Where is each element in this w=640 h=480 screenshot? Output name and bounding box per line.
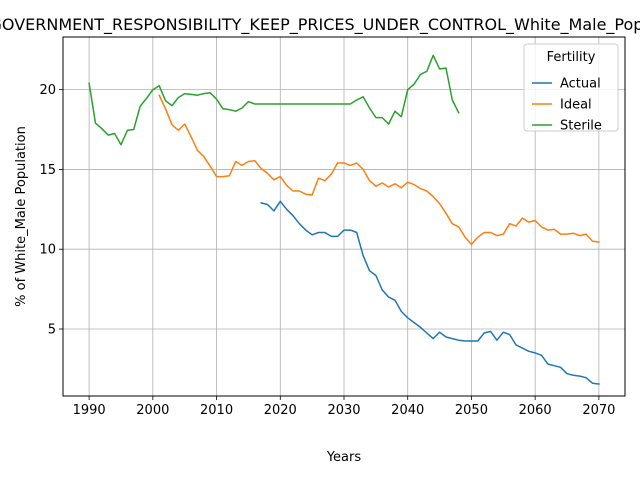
x-tick-label: 2010: [200, 403, 233, 418]
legend-title: Fertility: [547, 50, 596, 65]
y-tick-label: 15: [39, 163, 56, 178]
x-tick-label: 2070: [582, 403, 615, 418]
series-line-ideal: [158, 94, 600, 246]
legend-label-ideal: Ideal: [560, 98, 592, 113]
series-lines: [88, 54, 600, 385]
x-tick-label: 2060: [519, 403, 552, 418]
legend: Fertility Actual Ideal Sterile: [523, 43, 619, 134]
axis-ticks: 1990 2000 2010 2020 2030 2040 2050 2060 2070 5 10 1…: [39, 83, 615, 418]
y-axis-label: % of White_Male Population: [14, 126, 29, 307]
x-tick-label: 1990: [73, 403, 106, 418]
x-tick-label: 2000: [136, 403, 169, 418]
x-tick-label: 2030: [327, 403, 360, 418]
series-line-actual: [260, 200, 600, 385]
legend-label-sterile: Sterile: [560, 119, 602, 134]
x-axis-label: Years: [326, 450, 362, 465]
series-line-sterile: [88, 54, 460, 146]
y-tick-label: 20: [39, 83, 56, 98]
y-tick-label: 10: [39, 243, 56, 258]
chart-title: GOVERNMENT_RESPONSIBILITY_KEEP_PRICES_UN…: [0, 15, 640, 35]
x-tick-label: 2020: [264, 403, 297, 418]
legend-label-actual: Actual: [560, 77, 601, 92]
x-tick-label: 2040: [391, 403, 424, 418]
x-tick-label: 2050: [455, 403, 488, 418]
y-tick-label: 5: [48, 322, 56, 337]
legend-box: [523, 43, 619, 132]
